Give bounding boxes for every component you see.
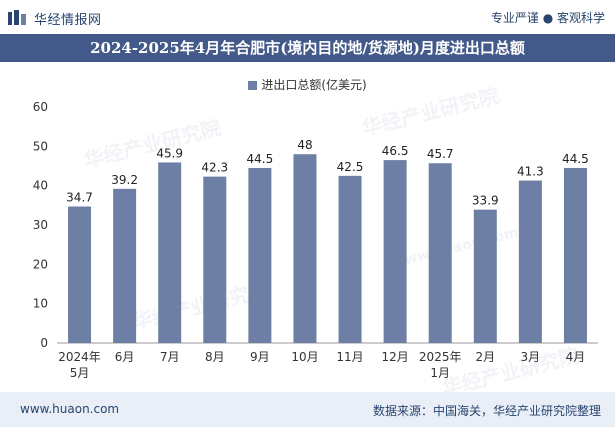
bar (383, 160, 407, 343)
brand[interactable]: 华经情报网 (8, 8, 102, 28)
bar (68, 206, 92, 343)
x-tick-label: 4月 (566, 350, 586, 364)
x-tick-label: 5月 (70, 366, 90, 380)
x-tick-label: 11月 (336, 350, 363, 364)
bar (113, 188, 137, 343)
x-tick-label: 3月 (521, 350, 541, 364)
x-tick-label: 12月 (381, 350, 408, 364)
x-tick-label: 6月 (115, 350, 135, 364)
x-tick-label: 10月 (291, 350, 318, 364)
bar (518, 180, 542, 343)
data-label: 41.3 (517, 165, 544, 179)
chart-title: 2024-2025年4月年合肥市(境内目的地/货源地)月度进出口总额 (90, 39, 525, 57)
title-bar: 2024-2025年4月年合肥市(境内目的地/货源地)月度进出口总额 (0, 34, 615, 62)
x-tick-label: 1月 (430, 366, 450, 380)
x-tick-label: 2月 (475, 350, 495, 364)
y-tick-label: 30 (33, 218, 48, 232)
data-label: 42.5 (337, 160, 364, 174)
x-tick-label: 9月 (250, 350, 270, 364)
data-label: 39.2 (111, 173, 138, 187)
tagline: 专业严谨 ● 客观科学 (490, 11, 605, 25)
footer-source: 数据来源：中国海关，华经产业研究院整理 (372, 404, 601, 418)
footer: www.huaon.com 数据来源：中国海关，华经产业研究院整理 (0, 392, 615, 427)
top-bar: 华经情报网 专业严谨 ● 客观科学 (0, 0, 615, 34)
y-tick-label: 0 (40, 336, 48, 350)
bar (158, 162, 182, 343)
y-tick-label: 20 (33, 257, 48, 271)
bar (473, 209, 497, 343)
bar (563, 167, 587, 343)
data-label: 45.7 (427, 147, 454, 161)
bar (428, 163, 452, 343)
brand-name: 华经情报网 (34, 12, 102, 28)
y-tick-label: 10 (33, 297, 48, 311)
x-tick-label: 8月 (205, 350, 225, 364)
legend-label: 进出口总额(亿美元) (261, 78, 367, 92)
data-label: 44.5 (247, 152, 274, 166)
legend-swatch (248, 81, 258, 90)
data-label: 45.9 (156, 146, 183, 160)
brand-logo-icon (8, 10, 26, 25)
data-label: 44.5 (562, 152, 589, 166)
y-tick-label: 40 (33, 179, 48, 193)
data-label: 34.7 (66, 191, 93, 205)
bar (293, 154, 317, 343)
x-tick-label: 7月 (160, 350, 180, 364)
y-tick-label: 60 (33, 100, 48, 114)
legend: 进出口总额(亿美元) (0, 76, 615, 93)
data-label: 33.9 (472, 194, 499, 208)
x-tick-label: 2025年 (419, 350, 462, 364)
bar (203, 176, 227, 343)
data-label: 42.3 (201, 161, 228, 175)
bar (338, 175, 362, 343)
x-tick-label: 2024年 (58, 350, 101, 364)
footer-url[interactable]: www.huaon.com (20, 402, 120, 416)
y-tick-label: 50 (33, 139, 48, 153)
data-label: 48 (297, 138, 312, 152)
bar (248, 167, 272, 343)
data-label: 46.5 (382, 144, 409, 158)
